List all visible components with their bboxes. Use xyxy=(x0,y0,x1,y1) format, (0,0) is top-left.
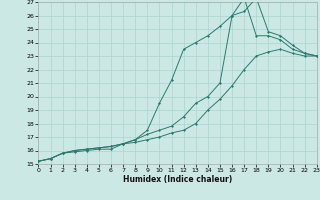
X-axis label: Humidex (Indice chaleur): Humidex (Indice chaleur) xyxy=(123,175,232,184)
